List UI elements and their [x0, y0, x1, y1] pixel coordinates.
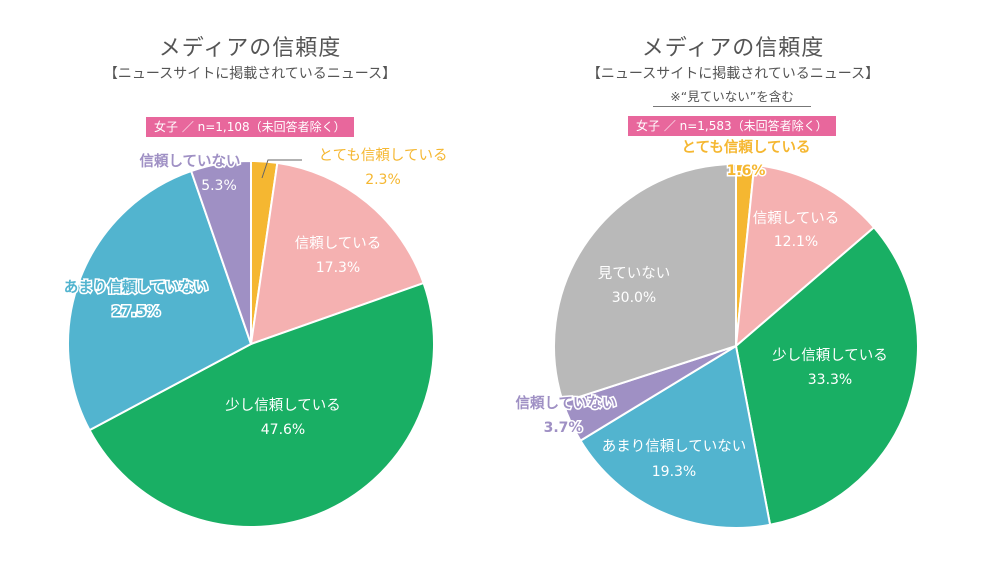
slice-label-group-4: 信頼していない 5.3%: [138, 151, 242, 195]
leader-line: [261, 159, 302, 179]
slice-label-group-3: あまり信頼していない 27.5%: [62, 277, 210, 322]
slice-label-group-2: 少し信頼している 33.3%: [772, 347, 888, 388]
slice-label-group-5: 見ていない 30.0%: [598, 265, 671, 306]
pie-chart-right: とても信頼している 1.6% 信頼している 12.1% 少し信頼している 33.3% あまり…: [514, 137, 919, 529]
pie-slice-3: [67, 169, 253, 432]
slice-value-label: 3.7%: [544, 420, 583, 436]
slice-value-label: 2.3%: [365, 172, 401, 188]
slice-value-label: 27.5%: [112, 304, 161, 320]
slice-label: 信頼していない: [139, 152, 240, 170]
slice-label: 見ていない: [598, 265, 671, 282]
pie-slice-2: [734, 225, 919, 526]
slice-label: とても信頼している: [319, 147, 448, 164]
slice-label-group-0: とても信頼している 2.3%: [261, 147, 448, 188]
slice-value-label: 30.0%: [612, 290, 656, 306]
pie-slice-1: [734, 163, 876, 349]
slice-value-label: 19.3%: [652, 464, 696, 480]
pie-slice-5: [553, 162, 737, 404]
slice-label: 信頼していない: [515, 394, 616, 412]
left-sample-badge: 女子 ／ n=1,108（未回答者除く）: [146, 117, 354, 137]
slice-value-label: 33.3%: [808, 372, 852, 388]
left-chart-subtitle: 【ニュースサイトに掲載されているニュース】: [103, 66, 397, 82]
pie-chart-left: とても信頼している 2.3% 信頼している 17.3% 少し信頼している 47.6% あまり…: [62, 147, 448, 529]
right-chart-subtitle: 【ニュースサイトに掲載されているニュース】: [586, 66, 880, 82]
slice-value-label: 12.1%: [774, 234, 818, 250]
right-chart-note: ※“見ていない”を含む: [653, 86, 811, 107]
pie-slice-4: [189, 159, 252, 345]
slice-label: 少し信頼している: [225, 397, 341, 414]
slice-label-group-4: 信頼していない 3.7%: [514, 393, 618, 438]
right-chart-title: メディアの信頼度: [641, 36, 825, 61]
left-chart-title: メディアの信頼度: [158, 36, 342, 61]
slice-value-label: 1.6%: [727, 163, 766, 179]
pie-slice-1: [249, 161, 425, 346]
slice-label-group-1: 信頼している 12.1%: [753, 210, 840, 250]
slice-label-group-1: 信頼している 17.3%: [295, 235, 382, 276]
pie-slice-2: [88, 281, 435, 529]
slice-label-group-0: とても信頼している 1.6%: [680, 137, 812, 181]
slice-value-label: 47.6%: [261, 422, 305, 438]
slice-label: 少し信頼している: [772, 347, 888, 364]
slice-label: あまり信頼していない: [64, 278, 209, 296]
right-sample-badge: 女子 ／ n=1,583（未回答者除く）: [628, 116, 836, 136]
pie-slice-3: [579, 344, 772, 529]
slice-label-group-3: あまり信頼していない 19.3%: [602, 438, 747, 480]
slice-value-label: 17.3%: [316, 260, 360, 276]
slice-value-label: 5.3%: [201, 178, 237, 194]
slice-label: あまり信頼していない: [602, 438, 747, 455]
slice-label: 信頼している: [295, 235, 382, 252]
slice-label: とても信頼している: [682, 138, 811, 156]
slice-label: 信頼している: [753, 210, 840, 227]
slice-label-group-2: 少し信頼している 47.6%: [225, 397, 341, 438]
